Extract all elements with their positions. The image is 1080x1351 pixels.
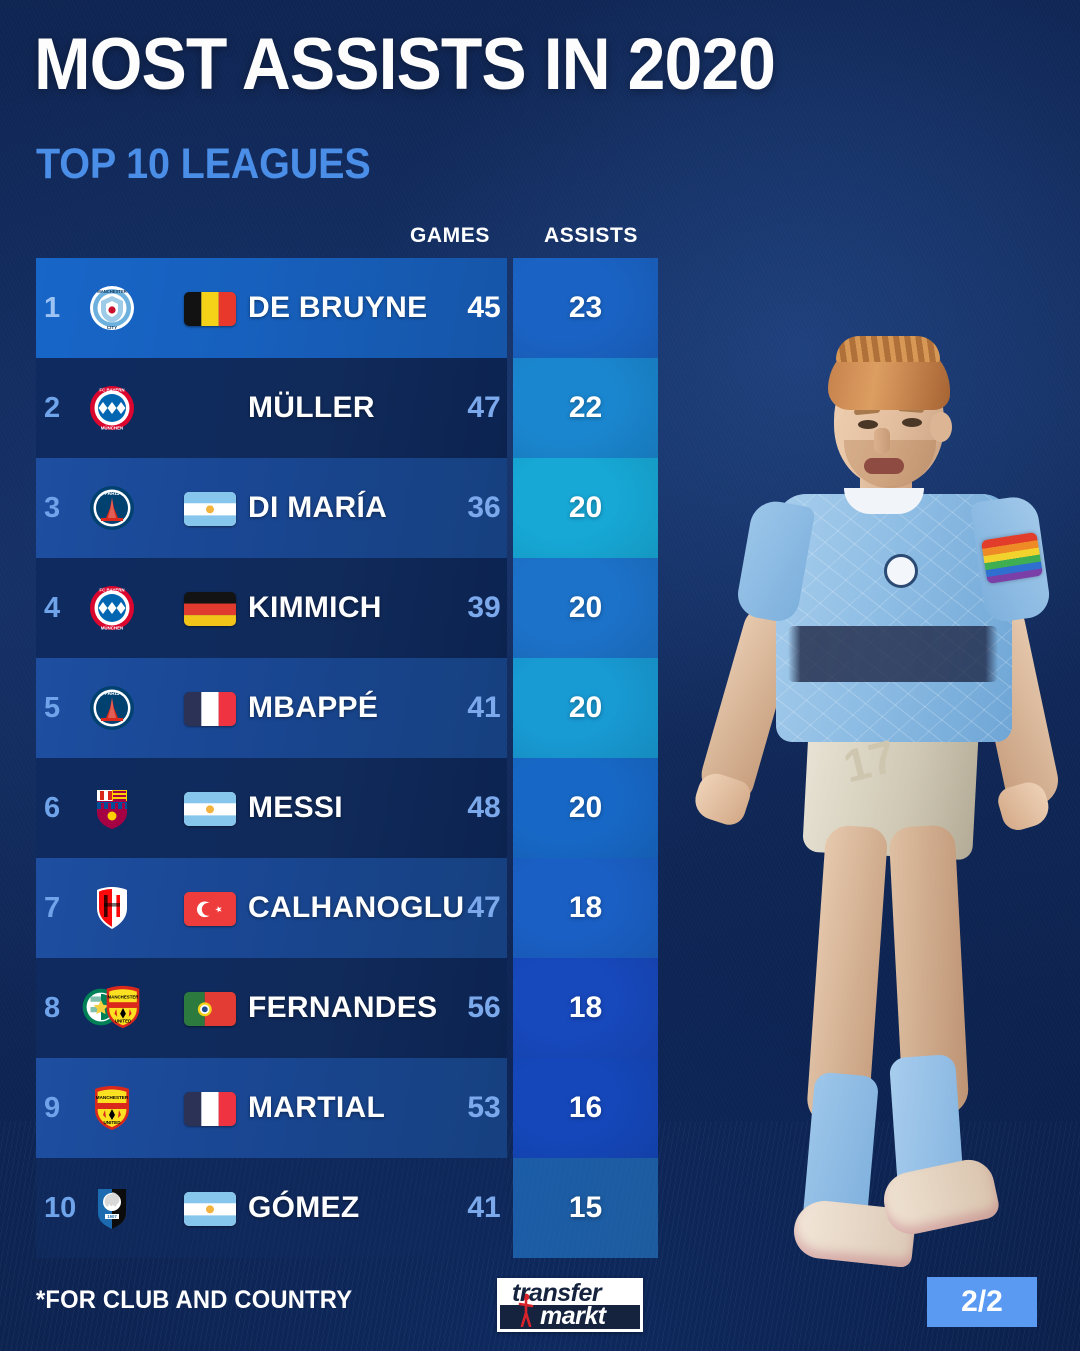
svg-text:FC BAYERN: FC BAYERN bbox=[99, 587, 124, 592]
player-name: DE BRUYNE bbox=[248, 291, 428, 324]
page-title: MOST ASSISTS IN 2020 bbox=[34, 24, 776, 105]
column-header-assists: ASSISTS bbox=[543, 224, 639, 247]
country-flag-icon bbox=[184, 992, 236, 1026]
page-subtitle: TOP 10 LEAGUES bbox=[36, 140, 371, 188]
table-row: 9 MANCHESTER UNITED MARTIAL 53 16 bbox=[36, 1058, 658, 1158]
rank-number: 10 bbox=[44, 1191, 77, 1224]
country-flag-icon bbox=[184, 692, 236, 726]
assists-value: 20 bbox=[513, 558, 658, 658]
club-crest-icon: PARIS bbox=[88, 684, 136, 732]
games-value: 47 bbox=[467, 391, 501, 424]
games-value: 36 bbox=[467, 491, 501, 524]
svg-text:PARIS: PARIS bbox=[105, 491, 121, 497]
games-value: 41 bbox=[467, 691, 501, 724]
games-value: 48 bbox=[467, 791, 501, 824]
player-name: MÜLLER bbox=[248, 391, 375, 424]
rank-number: 7 bbox=[44, 891, 61, 924]
club-crest-icon: MANCHESTER UNITED bbox=[80, 984, 146, 1032]
table-row: 10 1907 GÓMEZ 41 15 bbox=[36, 1158, 658, 1258]
player-name: CALHANOGLU bbox=[248, 891, 465, 924]
club-crest-icon: MANCHESTER UNITED bbox=[88, 1084, 136, 1132]
assists-value: 22 bbox=[513, 358, 658, 458]
assists-value: 18 bbox=[513, 958, 658, 1058]
games-value: 39 bbox=[467, 591, 501, 624]
assists-value: 15 bbox=[513, 1158, 658, 1258]
svg-text:MANCHESTER: MANCHESTER bbox=[108, 994, 140, 999]
player-name: DI MARÍA bbox=[248, 491, 388, 524]
rank-number: 6 bbox=[44, 791, 61, 824]
svg-text:FC BAYERN: FC BAYERN bbox=[99, 387, 124, 392]
logo-text-transfer: transfer bbox=[512, 1279, 602, 1307]
page-indicator: 2/2 bbox=[927, 1277, 1037, 1327]
club-crest-icon: 1907 bbox=[88, 1184, 136, 1232]
captain-armband-icon bbox=[980, 531, 1044, 585]
player-name: MBAPPÉ bbox=[248, 691, 379, 724]
table-row: 4 FC BAYERN MÜNCHEN KIMMICH 39 20 bbox=[36, 558, 658, 658]
country-flag-icon bbox=[184, 1192, 236, 1226]
country-flag-icon bbox=[184, 492, 236, 526]
logo-text-markt: markt bbox=[540, 1302, 606, 1330]
svg-text:MÜNCHEN: MÜNCHEN bbox=[101, 426, 123, 431]
svg-text:UNITED: UNITED bbox=[115, 1018, 131, 1023]
assists-value: 16 bbox=[513, 1058, 658, 1158]
club-crest-icon bbox=[88, 884, 136, 932]
rank-number: 4 bbox=[44, 591, 61, 624]
assists-value: 23 bbox=[513, 258, 658, 358]
svg-text:CITY: CITY bbox=[107, 325, 117, 330]
column-header-games: GAMES bbox=[409, 224, 490, 247]
club-crest-icon bbox=[88, 784, 136, 832]
club-crest-icon: FC BAYERN MÜNCHEN bbox=[88, 584, 136, 632]
svg-text:MÜNCHEN: MÜNCHEN bbox=[101, 626, 123, 631]
player-photo-de-bruyne: 17 bbox=[648, 236, 1080, 1278]
club-crest-icon: FC BAYERN MÜNCHEN bbox=[88, 384, 136, 432]
runner-icon bbox=[518, 1293, 534, 1327]
player-name: GÓMEZ bbox=[248, 1191, 360, 1224]
table-row: 5 PARIS MBAPPÉ 41 20 bbox=[36, 658, 658, 758]
assists-value: 20 bbox=[513, 758, 658, 858]
games-value: 53 bbox=[467, 1091, 501, 1124]
rank-number: 8 bbox=[44, 991, 61, 1024]
player-name: MESSI bbox=[248, 791, 343, 824]
club-crest-icon: PARIS bbox=[88, 484, 136, 532]
country-flag-icon bbox=[184, 592, 236, 626]
table-row: 1 MANCHESTER CITY DE BRUYNE 45 23 bbox=[36, 258, 658, 358]
player-name: MARTIAL bbox=[248, 1091, 386, 1124]
svg-text:PARIS: PARIS bbox=[105, 691, 121, 697]
player-name: FERNANDES bbox=[248, 991, 438, 1024]
games-value: 45 bbox=[467, 291, 501, 324]
games-value: 56 bbox=[467, 991, 501, 1024]
country-flag-icon bbox=[184, 292, 236, 326]
rank-number: 3 bbox=[44, 491, 61, 524]
rank-number: 2 bbox=[44, 391, 61, 424]
table-row: 7 CALHANOGLU 47 18 bbox=[36, 858, 658, 958]
games-value: 47 bbox=[467, 891, 501, 924]
country-flag-icon bbox=[184, 892, 236, 926]
country-flag-icon bbox=[184, 792, 236, 826]
table-row: 2 FC BAYERN MÜNCHEN MÜLLER 47 22 bbox=[36, 358, 658, 458]
svg-text:UNITED: UNITED bbox=[103, 1120, 121, 1125]
svg-text:1907: 1907 bbox=[107, 1214, 117, 1219]
svg-text:MANCHESTER: MANCHESTER bbox=[96, 1095, 129, 1100]
assists-value: 20 bbox=[513, 458, 658, 558]
games-value: 41 bbox=[467, 1191, 501, 1224]
svg-text:MANCHESTER: MANCHESTER bbox=[97, 289, 127, 294]
club-crest-icon: MANCHESTER CITY bbox=[88, 284, 136, 332]
table-row: 8 MANCHESTER UNITED FERNANDES 56 18 bbox=[36, 958, 658, 1058]
player-name: KIMMICH bbox=[248, 591, 382, 624]
assists-value: 18 bbox=[513, 858, 658, 958]
rank-number: 5 bbox=[44, 691, 61, 724]
table-row: 3 PARIS DI MARÍA 36 20 bbox=[36, 458, 658, 558]
ranking-table: 1 MANCHESTER CITY DE BRUYNE 45 23 2 FC BAYERN MÜ… bbox=[36, 258, 658, 1258]
country-flag-icon bbox=[184, 1092, 236, 1126]
assists-value: 20 bbox=[513, 658, 658, 758]
rank-number: 1 bbox=[44, 291, 61, 324]
transfermarkt-logo: transfer markt bbox=[497, 1278, 643, 1332]
rank-number: 9 bbox=[44, 1091, 61, 1124]
table-row: 6 MESSI 48 20 bbox=[36, 758, 658, 858]
footnote: *FOR CLUB AND COUNTRY bbox=[36, 1286, 353, 1314]
